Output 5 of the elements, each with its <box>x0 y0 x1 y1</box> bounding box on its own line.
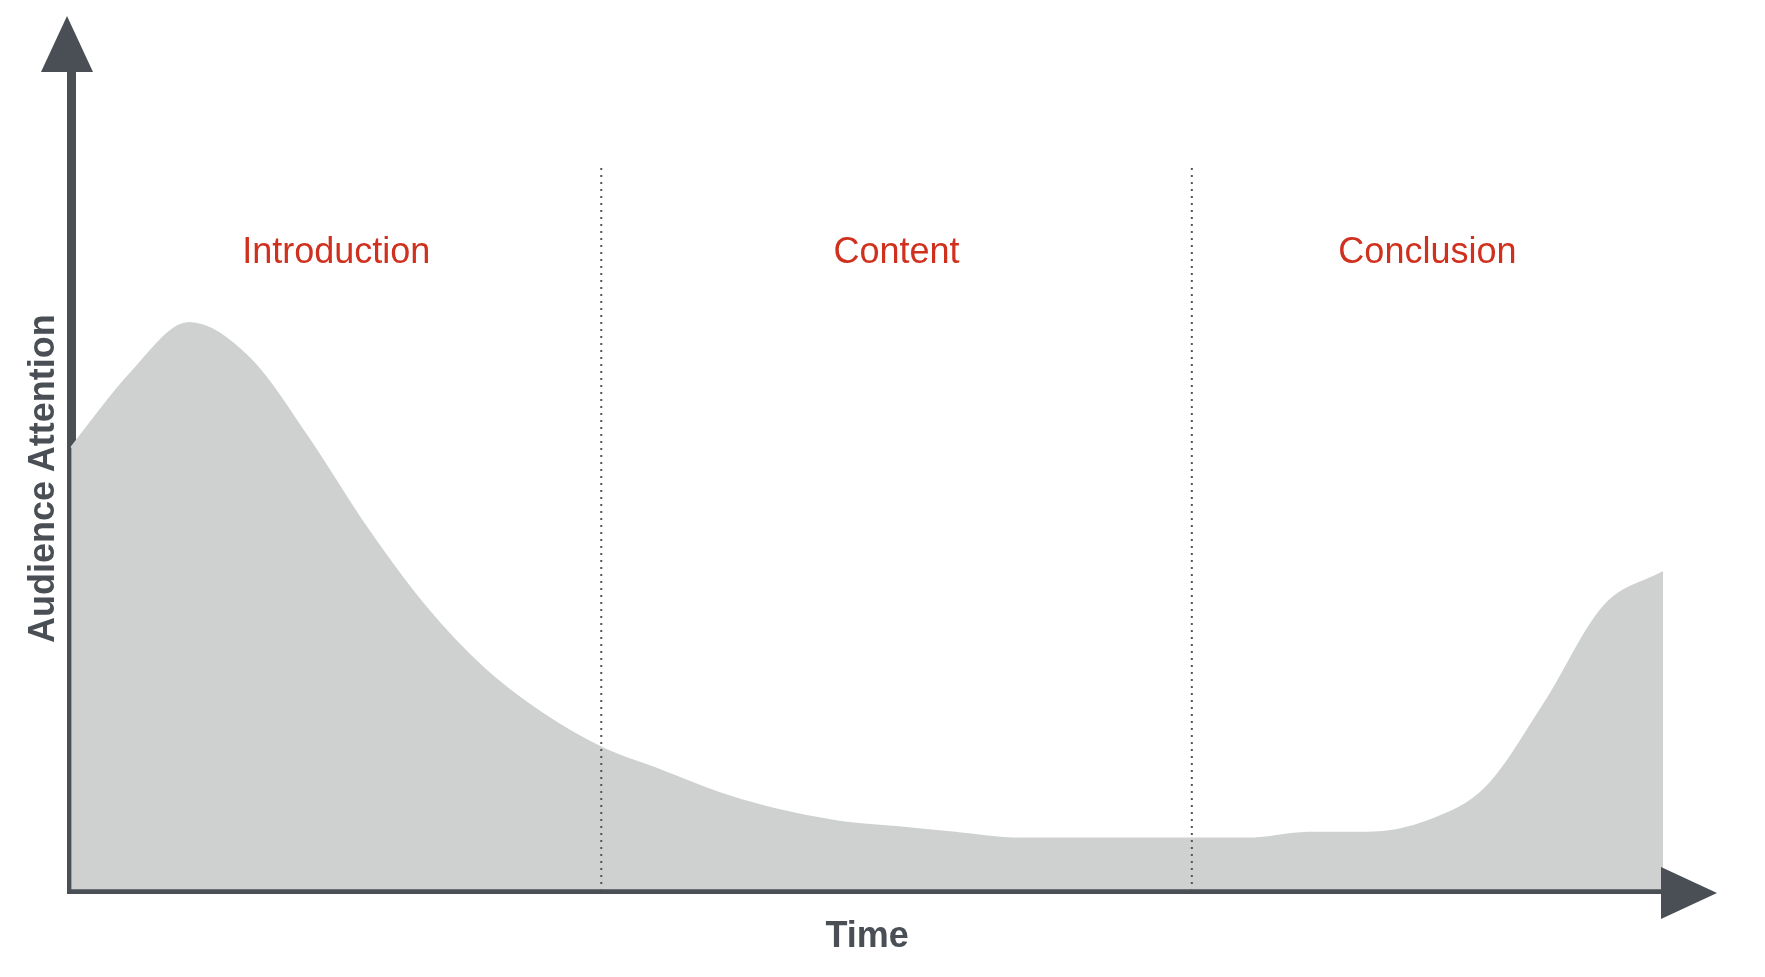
y-axis-title: Audience Attention <box>20 314 62 644</box>
text: Content <box>833 229 960 271</box>
text: Introduction <box>242 229 431 271</box>
text: Conclusion <box>1338 229 1517 271</box>
x-axis-title: Time <box>825 914 909 956</box>
